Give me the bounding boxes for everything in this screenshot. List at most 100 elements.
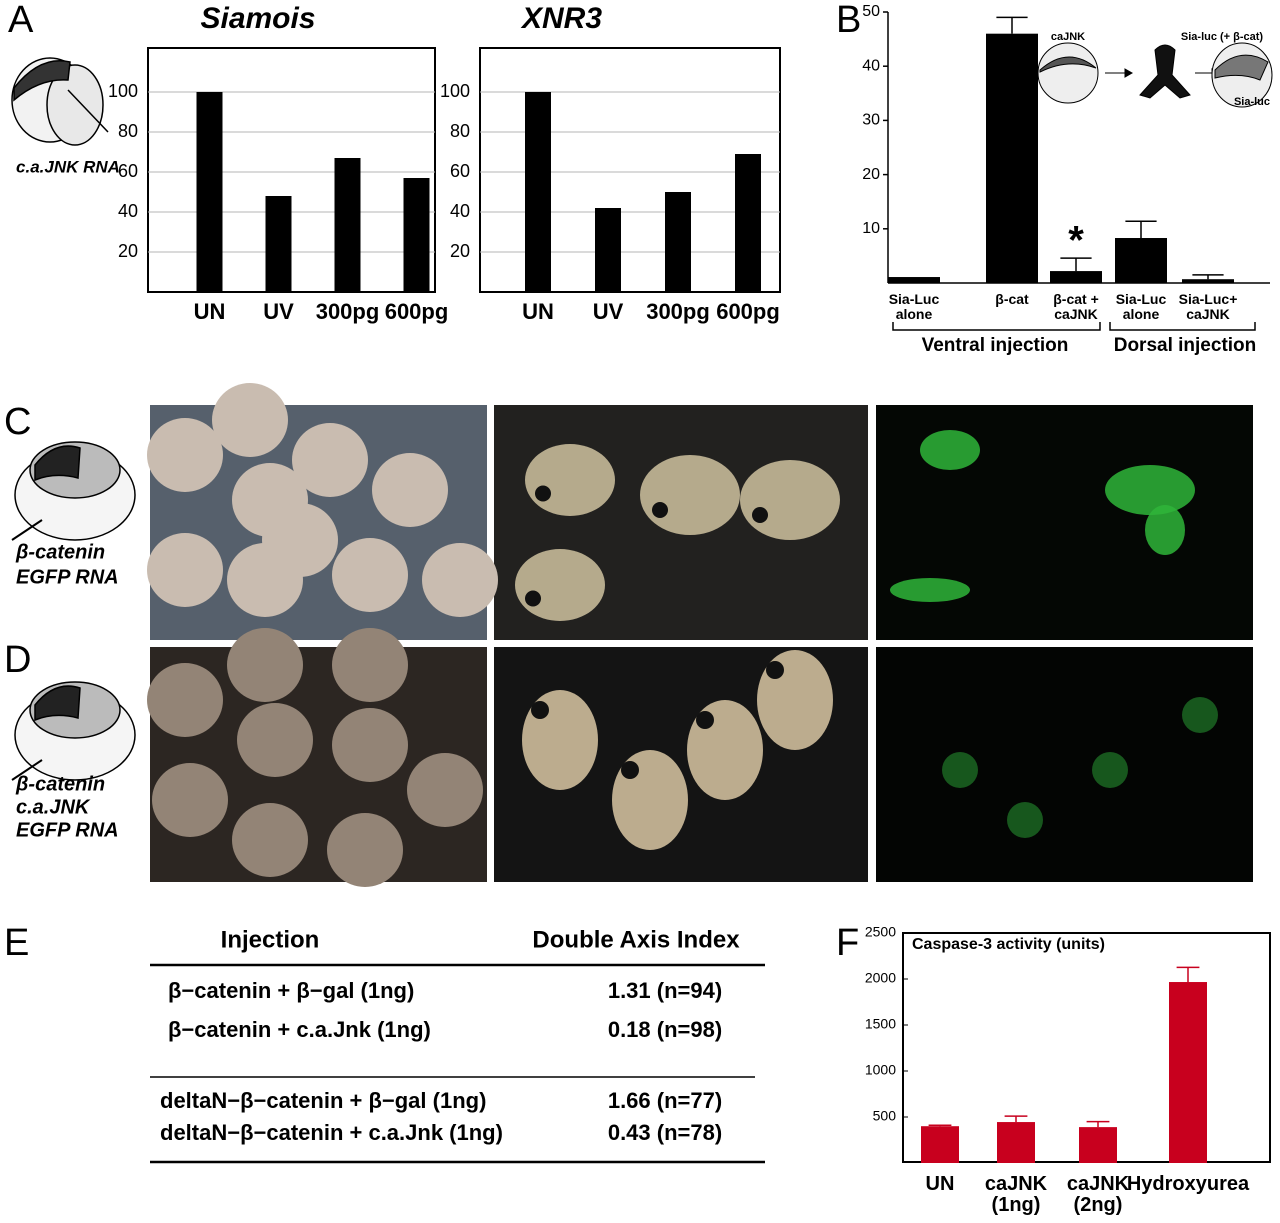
bar (1050, 271, 1102, 283)
eye (752, 507, 768, 523)
annotation: * (1068, 219, 1084, 263)
bar (665, 192, 691, 292)
panel-label: F (836, 922, 859, 964)
y-tick-label: 30 (862, 112, 880, 129)
error-bar (1192, 274, 1224, 280)
injection-label: c.a.JNK RNA (16, 157, 120, 176)
injection-label: β-catenin (15, 541, 105, 563)
x-tick-label: 300pg (315, 299, 380, 324)
eye (525, 590, 541, 607)
x-tick-label: UN (925, 1173, 955, 1195)
group-label: Ventral injection (922, 335, 1069, 356)
bar (921, 1126, 959, 1163)
fluorescence (942, 752, 978, 788)
x-tick-label: Hydroxyurea (1126, 1173, 1250, 1195)
egg (372, 453, 448, 527)
inset-label: Sia-luc (+ β-cat) (1181, 31, 1264, 43)
inset-label: Sia-luc (1234, 96, 1270, 108)
x-tick-label: caJNK (2ng) (1066, 1173, 1130, 1216)
bar (997, 1122, 1035, 1163)
y-tick-label: 60 (118, 161, 138, 181)
egg (237, 703, 313, 777)
y-tick-label: 50 (862, 3, 880, 20)
error-bar (996, 16, 1028, 34)
panel-label: A (8, 0, 34, 41)
eye (621, 761, 639, 779)
x-tick-label: β-cat + caJNK (1053, 291, 1099, 322)
y-tick-label: 20 (450, 241, 470, 261)
eye (535, 485, 551, 502)
x-tick-label: Sia-Luc alone (1115, 291, 1167, 322)
table-cell: deltaN−β−catenin + c.a.Jnk (1ng) (160, 1120, 503, 1145)
x-tick-label: 600pg (384, 299, 449, 324)
bar (735, 154, 761, 292)
fluorescence (1092, 752, 1128, 788)
bar (403, 178, 430, 292)
y-tick-label: 1500 (865, 1016, 896, 1032)
tadpole (525, 444, 615, 516)
fluorescence (1105, 465, 1195, 515)
bar (525, 92, 551, 292)
pointer (11, 759, 43, 781)
embryo-sketch (11, 57, 109, 146)
y-tick-label: 40 (450, 201, 470, 221)
injection-label: EGFP RNA (16, 566, 119, 588)
table-cell: 0.43 (n=78) (608, 1120, 722, 1145)
y-tick-label: 80 (450, 121, 470, 141)
photo-panels (147, 383, 1253, 887)
eye (652, 502, 668, 518)
bar (1182, 279, 1234, 283)
x-tick-label: UN (193, 299, 226, 324)
fluorescence (1007, 802, 1043, 838)
x-tick-label: caJNK (1ng) (984, 1173, 1048, 1216)
panel-label: B (836, 0, 861, 41)
group-label: Dorsal injection (1114, 335, 1257, 356)
egg (262, 503, 338, 577)
table-cell: 1.31 (n=94) (608, 978, 722, 1003)
table-cell: deltaN−β−catenin + β−gal (1ng) (160, 1088, 486, 1113)
error-bar (1004, 1115, 1028, 1123)
x-tick-label: Sia-Luc alone (888, 291, 940, 322)
group-bracket (1109, 322, 1256, 331)
injection-label: c.a.JNK (16, 796, 91, 818)
table-cell: β−catenin + c.a.Jnk (1ng) (168, 1017, 431, 1042)
panel-label: D (4, 639, 31, 681)
bar (1169, 982, 1207, 1163)
y-tick-label: 60 (450, 161, 470, 181)
chart-title: Caspase-3 activity (units) (912, 936, 1105, 953)
error-bar (1176, 966, 1200, 983)
egg (327, 813, 403, 887)
embryo-sketch (14, 441, 136, 781)
table-cell: β−catenin + β−gal (1ng) (168, 978, 414, 1003)
egg (407, 753, 483, 827)
egg (332, 538, 408, 612)
egg (147, 663, 223, 737)
injection-label: EGFP RNA (16, 819, 119, 841)
egg (422, 543, 498, 617)
egg (147, 418, 223, 492)
chart-title: Siamois (200, 2, 315, 35)
fluorescence (1182, 697, 1218, 733)
x-tick-label: UV (263, 299, 294, 324)
panel-label: C (4, 401, 31, 443)
fluorescence (1145, 505, 1185, 555)
x-tick-label: β-cat (995, 291, 1029, 307)
y-tick-label: 2000 (865, 970, 896, 986)
bar (888, 277, 940, 283)
x-tick-label: UN (522, 299, 554, 324)
pointer (11, 519, 43, 541)
y-tick-label: 40 (862, 57, 880, 74)
y-tick-label: 500 (873, 1108, 897, 1124)
egg (147, 533, 223, 607)
bar (1079, 1127, 1117, 1163)
bar (196, 92, 223, 292)
y-tick-label: 20 (862, 166, 880, 183)
eye (531, 701, 549, 719)
fluorescence (920, 430, 980, 470)
bar (1115, 238, 1167, 283)
x-tick-label: 600pg (716, 299, 780, 324)
group-bracket (892, 322, 1101, 331)
bar (595, 208, 621, 292)
y-tick-label: 80 (118, 121, 138, 141)
